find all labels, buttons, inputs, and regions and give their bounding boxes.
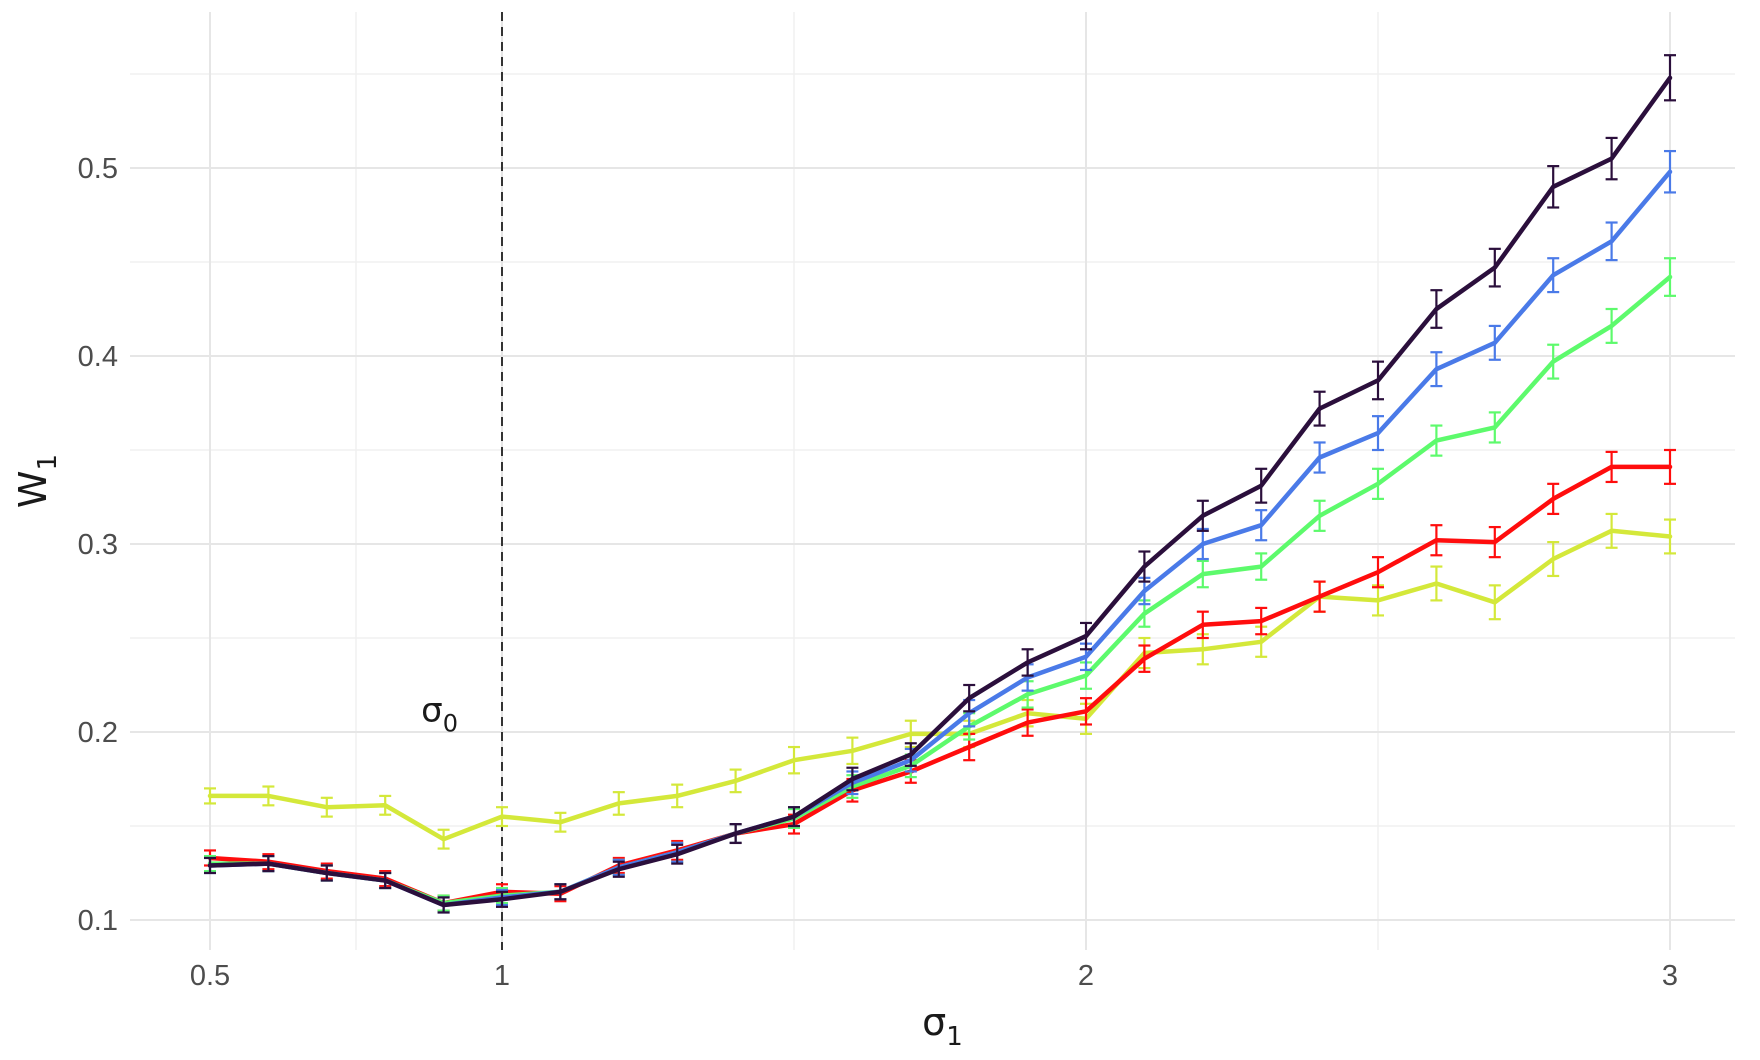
series-2: [204, 450, 1676, 911]
series-line: [210, 78, 1670, 905]
x-tick-label: 2: [1078, 960, 1094, 992]
sigma0-label: σ0: [421, 690, 458, 737]
series-5: [204, 55, 1676, 912]
y-tick-label: 0.5: [78, 153, 118, 185]
y-axis-title: W1: [11, 454, 63, 508]
y-tick-label: 0.3: [78, 529, 118, 561]
x-axis-title: σ1: [922, 1000, 963, 1052]
series-1: [204, 514, 1676, 849]
x-tick-label: 3: [1662, 960, 1678, 992]
x-tick-label: 1: [494, 960, 510, 992]
series-layer: [204, 55, 1676, 912]
y-tick-label: 0.2: [78, 717, 118, 749]
series-line: [210, 467, 1670, 903]
series-line: [210, 172, 1670, 905]
x-tick-label: 0.5: [190, 960, 230, 992]
series-line: [210, 531, 1670, 839]
annotation-layer: σ0: [421, 12, 502, 950]
y-tick-label: 0.4: [78, 341, 118, 373]
tick-labels: 0.5 1 2 3 0.1 0.2 0.3 0.4 0.5: [78, 153, 1678, 992]
grid-lines: [130, 12, 1735, 950]
y-tick-label: 0.1: [78, 905, 118, 937]
series-4: [204, 151, 1676, 912]
